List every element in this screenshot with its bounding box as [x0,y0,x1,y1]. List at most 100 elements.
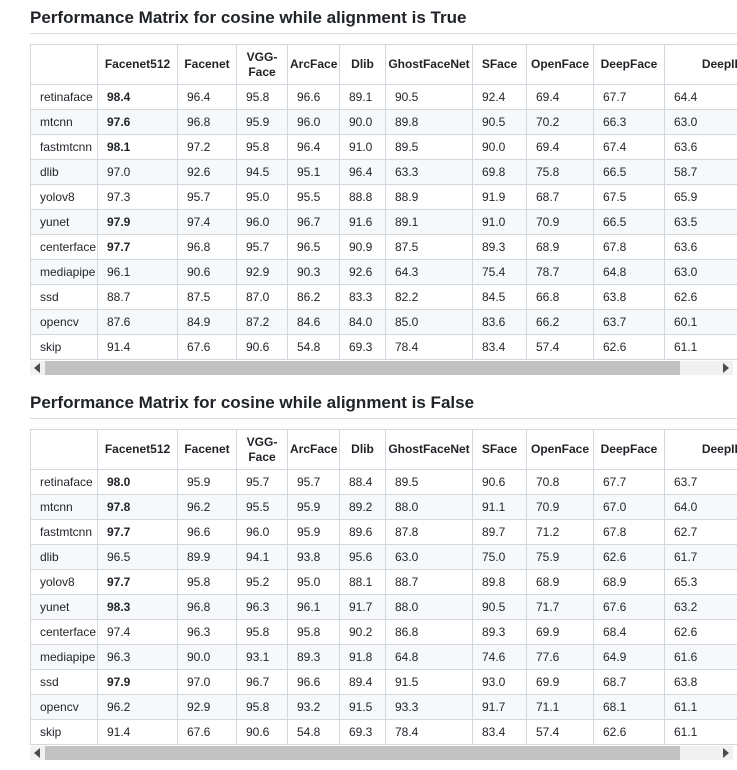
metric-cell: 71.2 [526,519,594,545]
metric-cell: 63.0 [385,544,473,570]
metric-cell: 57.4 [526,719,594,745]
metric-cell: 87.5 [177,284,237,310]
metric-cell: 63.5 [664,209,737,235]
row-label: dlib [30,159,98,185]
metric-cell: 69.8 [472,159,527,185]
metric-cell: 83.3 [339,284,386,310]
metric-cell: 97.3 [97,184,178,210]
scroll-right-button[interactable] [719,746,733,760]
metric-cell: 62.6 [593,334,665,360]
metric-cell: 69.3 [339,719,386,745]
metric-cell: 67.6 [177,719,237,745]
metric-cell: 67.8 [593,519,665,545]
metric-cell: 92.9 [177,694,237,720]
metric-cell: 64.8 [385,644,473,670]
scroll-left-icon [34,363,40,373]
metric-cell: 63.3 [385,159,473,185]
column-header-deepid: DeepID [664,429,737,470]
row-label: opencv [30,694,98,720]
table-row: centerface 97.7 96.8 95.7 96.5 90.9 87.5 89.3 68… [30,234,737,260]
scrollbar-track[interactable] [44,746,719,760]
metric-cell: 89.5 [385,469,473,495]
column-header-arcface: ArcFace [287,429,340,470]
metric-cell: 94.5 [236,159,288,185]
metric-cell: 95.7 [236,234,288,260]
metric-cell: 97.0 [177,669,237,695]
metric-cell: 69.9 [526,669,594,695]
metric-cell: 85.0 [385,309,473,335]
table-row: dlib 97.0 92.6 94.5 95.1 96.4 63.3 69.8 75.8 66.5… [30,159,737,185]
column-header-openface: OpenFace [526,429,594,470]
metric-cell: 64.9 [593,644,665,670]
metric-cell: 91.1 [472,494,527,520]
table-row: ssd 97.9 97.0 96.7 96.6 89.4 91.5 93.0 69.9 68.7 6… [30,669,737,695]
column-header-openface: OpenFace [526,44,594,85]
horizontal-scrollbar[interactable] [30,746,733,760]
metric-cell: 68.7 [526,184,594,210]
table-row: mtcnn 97.8 96.2 95.5 95.9 89.2 88.0 91.1 70.9 67.… [30,494,737,520]
metric-cell: 82.2 [385,284,473,310]
column-header-facenet512: Facenet512 [97,429,178,470]
metric-cell: 96.7 [287,209,340,235]
metric-cell: 95.1 [287,159,340,185]
metric-cell: 75.8 [526,159,594,185]
scroll-left-button[interactable] [30,746,44,760]
metric-cell: 93.8 [287,544,340,570]
metric-cell: 95.7 [287,469,340,495]
metric-cell: 91.0 [339,134,386,160]
metric-cell: 90.5 [472,594,527,620]
row-label: yolov8 [30,569,98,595]
metric-cell: 96.8 [177,234,237,260]
metric-cell: 65.9 [664,184,737,210]
metric-cell: 95.5 [287,184,340,210]
column-header-facenet: Facenet [177,429,237,470]
metric-cell: 97.8 [97,494,178,520]
table-row: retinaface 98.0 95.9 95.7 95.7 88.4 89.5 90.6 70… [30,469,737,495]
metric-cell: 87.0 [236,284,288,310]
metric-cell: 95.8 [236,84,288,110]
scrollbar-thumb[interactable] [45,746,680,760]
table-row: ssd 88.7 87.5 87.0 86.2 83.3 82.2 84.5 66.8 63.8 6… [30,284,737,310]
table-row: yolov8 97.3 95.7 95.0 95.5 88.8 88.9 91.9 68.7 67… [30,184,737,210]
metric-cell: 89.7 [472,519,527,545]
scrollbar-thumb[interactable] [45,361,680,375]
metric-cell: 88.8 [339,184,386,210]
performance-table: Facenet512 Facenet VGG- Face ArcFace Dli… [30,429,737,745]
metric-cell: 83.4 [472,719,527,745]
metric-cell: 61.7 [664,544,737,570]
column-header-facenet512: Facenet512 [97,44,178,85]
column-header-deepface: DeepFace [593,429,665,470]
scroll-right-icon [723,748,729,758]
metric-cell: 97.4 [177,209,237,235]
metric-cell: 66.5 [593,209,665,235]
metric-cell: 90.5 [472,109,527,135]
metric-cell: 63.0 [664,109,737,135]
metric-cell: 90.0 [177,644,237,670]
metric-cell: 63.6 [664,134,737,160]
metric-cell: 84.5 [472,284,527,310]
horizontal-scrollbar[interactable] [30,361,733,375]
metric-cell: 69.4 [526,84,594,110]
row-label: mtcnn [30,494,98,520]
scrollbar-track[interactable] [44,361,719,375]
table-row: skip 91.4 67.6 90.6 54.8 69.3 78.4 83.4 57.4 62.6… [30,719,737,745]
metric-cell: 68.9 [526,234,594,260]
metric-cell: 87.6 [97,309,178,335]
section-title: Performance Matrix for cosine while alig… [30,6,737,34]
column-header-deepid: DeepID [664,44,737,85]
table-row: fastmtcnn 98.1 97.2 95.8 96.4 91.0 89.5 90.0 69.… [30,134,737,160]
scroll-left-button[interactable] [30,361,44,375]
table-row: opencv 87.6 84.9 87.2 84.6 84.0 85.0 83.6 66.2 63… [30,309,737,335]
metric-cell: 67.7 [593,469,665,495]
table-row: dlib 96.5 89.9 94.1 93.8 95.6 63.0 75.0 75.9 62.6… [30,544,737,570]
metric-cell: 66.3 [593,109,665,135]
metric-cell: 89.8 [472,569,527,595]
column-header-blank [30,44,98,85]
metric-cell: 74.6 [472,644,527,670]
metric-cell: 93.3 [385,694,473,720]
scroll-right-button[interactable] [719,361,733,375]
metric-cell: 95.8 [236,619,288,645]
metric-cell: 90.2 [339,619,386,645]
metric-cell: 69.4 [526,134,594,160]
metric-cell: 71.1 [526,694,594,720]
